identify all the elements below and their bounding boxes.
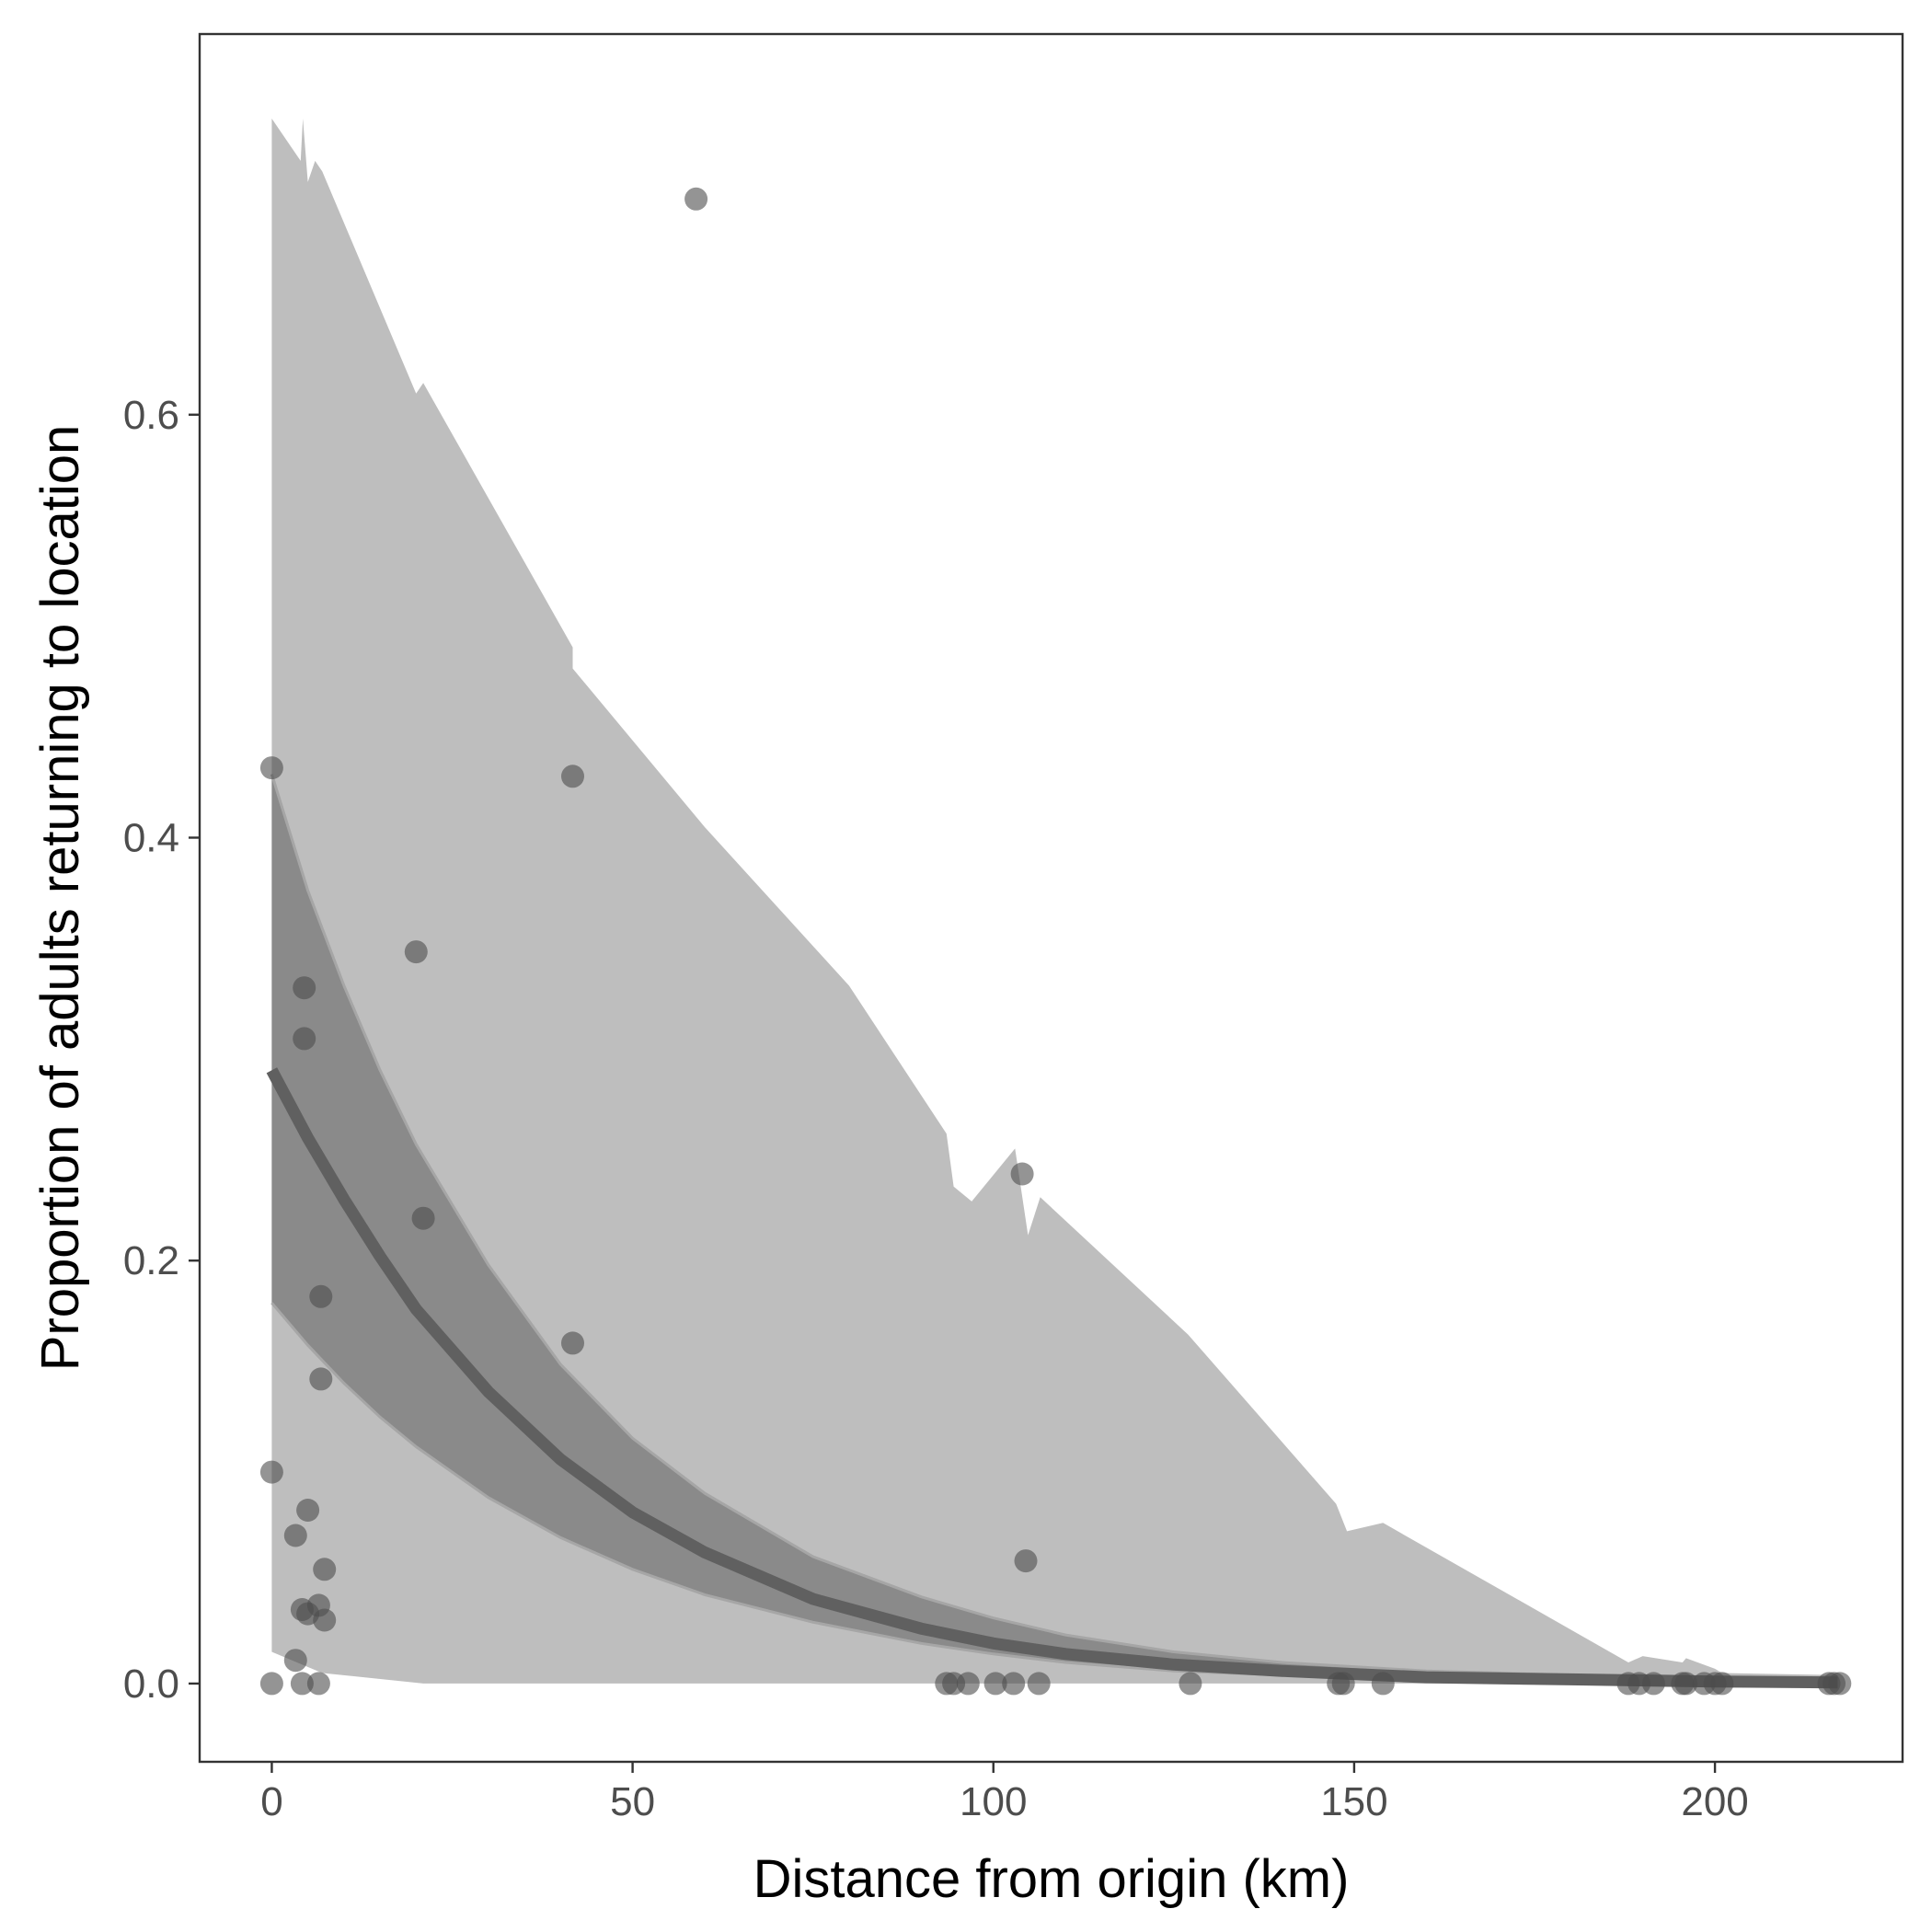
x-tick-label: 150 — [1320, 1779, 1387, 1824]
y-tick-label: 0.2 — [123, 1238, 179, 1283]
data-point — [684, 187, 708, 211]
y-tick-label: 0.4 — [123, 815, 179, 860]
data-point — [293, 1027, 316, 1051]
data-point — [404, 940, 428, 964]
data-point — [1641, 1672, 1665, 1696]
fit-curve — [266, 1067, 1838, 1689]
y-axis-title: Proportion of adults returning to locati… — [30, 425, 90, 1372]
data-point — [259, 756, 283, 780]
data-point — [1828, 1672, 1852, 1696]
x-tick-label: 100 — [960, 1779, 1027, 1824]
data-point — [1179, 1672, 1202, 1696]
data-point — [983, 1672, 1007, 1696]
data-point — [1371, 1672, 1395, 1696]
panel-border — [198, 32, 1904, 1764]
x-tick-label: 50 — [610, 1779, 655, 1824]
data-point — [411, 1206, 435, 1230]
data-point — [1331, 1672, 1355, 1696]
data-point — [956, 1672, 980, 1696]
y-tick-label: 0.0 — [123, 1662, 179, 1707]
data-point — [313, 1608, 337, 1632]
x-tick-label: 200 — [1681, 1779, 1748, 1824]
data-point — [561, 765, 584, 788]
data-point — [1010, 1162, 1034, 1186]
data-point — [290, 1672, 314, 1696]
confidence-band-upper-edge — [270, 774, 1838, 1684]
data-point — [1002, 1672, 1026, 1696]
data-point — [1674, 1672, 1698, 1696]
data-point — [259, 1460, 283, 1484]
data-point — [283, 1649, 307, 1673]
data-point — [259, 1672, 283, 1696]
data-point — [1014, 1549, 1038, 1573]
x-axis-title: Distance from origin (km) — [753, 1849, 1350, 1909]
y-tick-label: 0.6 — [123, 393, 179, 438]
data-point — [313, 1558, 337, 1581]
plot-area — [259, 118, 1852, 1696]
data-point — [306, 1672, 330, 1696]
data-point — [293, 976, 316, 1000]
prediction-band — [271, 118, 1838, 1684]
data-point — [1710, 1672, 1734, 1696]
data-point — [309, 1284, 333, 1308]
data-point — [561, 1331, 584, 1355]
data-point — [309, 1367, 333, 1391]
data-point — [296, 1499, 320, 1522]
data-point — [283, 1524, 307, 1547]
axes: 0 50 100 150 200 0.0 0.2 0.4 0.6 — [123, 393, 1749, 1824]
x-tick-label: 0 — [260, 1779, 282, 1824]
data-point — [1027, 1672, 1051, 1696]
